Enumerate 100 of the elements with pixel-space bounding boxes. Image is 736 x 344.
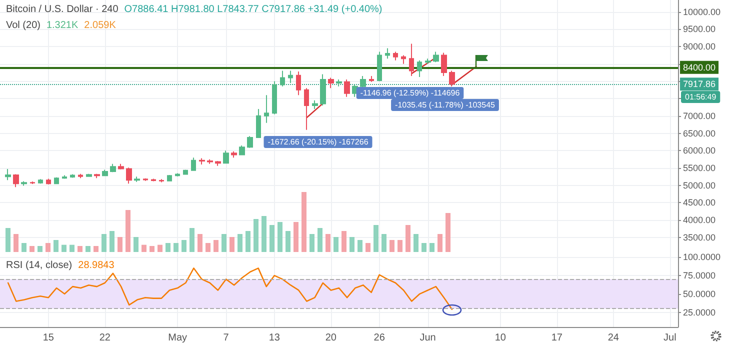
bar — [38, 246, 42, 252]
bar — [278, 222, 282, 252]
candlestick — [183, 169, 188, 176]
text: RSI (14, close) — [6, 260, 72, 271]
candlestick — [199, 158, 205, 166]
bar — [406, 225, 410, 252]
x-tick-label: 22 — [99, 332, 111, 344]
candlestick — [417, 60, 422, 78]
bar — [270, 225, 274, 252]
bar — [374, 225, 378, 252]
candlestick — [5, 168, 11, 181]
x-tick-label: 24 — [608, 332, 620, 344]
candlestick — [377, 51, 382, 82]
annotation: 2.059K — [84, 20, 116, 31]
y-tick-label: 5500.00 — [683, 163, 716, 173]
candlestick — [272, 80, 277, 115]
bar — [334, 237, 338, 252]
y-tick-label: 75.0000 — [683, 270, 716, 281]
bar — [54, 240, 58, 252]
candlestick — [70, 174, 75, 178]
bar — [246, 231, 250, 252]
bar — [310, 234, 314, 252]
candlestick — [38, 178, 43, 184]
bar — [182, 240, 186, 252]
candlestick — [256, 108, 261, 138]
candlestick — [78, 173, 83, 179]
annotation: -1035.45 (-11.78%) -103545 — [395, 100, 496, 110]
bar — [46, 243, 50, 252]
y-tick-label: 4000.00 — [683, 215, 716, 226]
bar — [158, 244, 162, 252]
candlestick — [336, 78, 342, 87]
x-tick-label: Jun — [420, 332, 436, 344]
candlestick — [215, 160, 221, 166]
x-tick-label: May — [168, 332, 188, 344]
bar — [286, 231, 290, 252]
y-tick-label: 4500.00 — [683, 198, 716, 208]
y-tick-label: 7000.00 — [683, 110, 716, 121]
bar — [430, 243, 434, 252]
candlestick — [247, 136, 253, 148]
candlestick — [21, 180, 27, 186]
candlestick — [401, 54, 406, 64]
bar — [438, 234, 442, 252]
annotation: -1672.66 (-20.15%) -167266 — [268, 138, 369, 146]
bar — [6, 228, 10, 252]
candlestick — [312, 100, 318, 110]
candlestick — [280, 70, 285, 87]
y-tick-label: 9000.00 — [683, 42, 716, 52]
bar — [262, 216, 266, 252]
bar — [166, 243, 170, 252]
ref-line-label: 8400.00 — [683, 62, 716, 72]
x-tick-label: 15 — [42, 332, 54, 344]
y-tick-label: 9500.00 — [683, 24, 716, 34]
bar — [414, 234, 418, 252]
ref-line-label: 7917.86 — [683, 79, 716, 90]
candlestick — [296, 71, 301, 96]
bar — [206, 243, 210, 252]
candlestick — [344, 78, 350, 98]
candlestick — [175, 172, 180, 177]
text: 01:56:49 — [685, 92, 717, 102]
bar — [78, 246, 82, 252]
candlestick — [118, 163, 124, 170]
bar — [14, 234, 18, 252]
y-tick-label: 6500.00 — [683, 128, 716, 138]
bar — [62, 244, 66, 252]
bar — [118, 237, 122, 252]
candlestick — [86, 173, 92, 178]
candlestick — [191, 157, 196, 172]
candlestick — [126, 167, 132, 184]
candlestick — [239, 144, 245, 156]
bar — [358, 240, 362, 252]
candlestick — [62, 174, 67, 180]
candlestick — [102, 169, 108, 176]
bar — [382, 234, 386, 252]
bar — [302, 192, 306, 252]
x-tick-label: 26 — [374, 332, 386, 344]
bar — [230, 237, 234, 252]
candlestick — [393, 51, 398, 61]
bar — [110, 231, 114, 252]
bar — [102, 234, 106, 252]
x-tick-label: Jul — [664, 332, 676, 344]
candlestick — [264, 94, 269, 124]
candlestick — [110, 163, 116, 173]
bar — [70, 244, 74, 252]
bar — [94, 246, 98, 252]
candlestick — [441, 52, 447, 77]
bar — [22, 243, 26, 252]
y-tick-label: 3500.00 — [683, 232, 716, 242]
candlestick — [167, 174, 172, 182]
candlestick — [385, 48, 390, 60]
y-tick-label: 50.0000 — [683, 288, 716, 299]
bar — [294, 222, 298, 252]
bar — [350, 237, 354, 252]
candlestick — [288, 70, 293, 84]
candlestick — [30, 181, 35, 184]
bar — [398, 240, 402, 252]
bar — [422, 243, 426, 252]
x-tick-label: 13 — [268, 332, 280, 344]
x-tick-label: 20 — [325, 332, 337, 344]
bar — [318, 228, 322, 252]
bar — [126, 210, 130, 252]
